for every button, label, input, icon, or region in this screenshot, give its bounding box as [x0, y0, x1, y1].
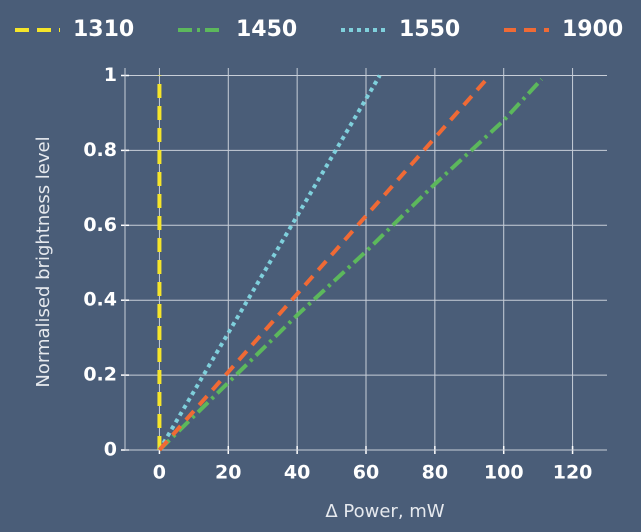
x-tick-label: 0 [153, 462, 166, 484]
x-tick-label: 100 [484, 462, 524, 484]
y-tick-label: 0.2 [83, 364, 117, 386]
line-series [157, 74, 492, 452]
y-axis-label: Normalised brightness level [33, 136, 54, 387]
line-series [157, 74, 382, 452]
y-tick-label: 0.6 [83, 214, 117, 236]
y-tick-label: 0.8 [83, 139, 117, 161]
x-tick-label: 20 [215, 462, 241, 484]
x-tick-label: 60 [353, 462, 379, 484]
legend-label: 1550 [399, 17, 460, 42]
y-tick-label: 0.4 [83, 289, 117, 311]
x-tick-label: 80 [422, 462, 448, 484]
y-tick-label: 1 [104, 64, 117, 86]
x-tick-label: 120 [553, 462, 593, 484]
legend-label: 1450 [236, 17, 297, 42]
legend-label: 1900 [562, 17, 623, 42]
x-tick-label: 40 [284, 462, 310, 484]
legend-label: 1310 [73, 17, 134, 42]
y-tick-label: 0 [104, 439, 117, 461]
x-axis-label: Δ Power, mW [325, 501, 444, 522]
line-series [158, 77, 544, 452]
